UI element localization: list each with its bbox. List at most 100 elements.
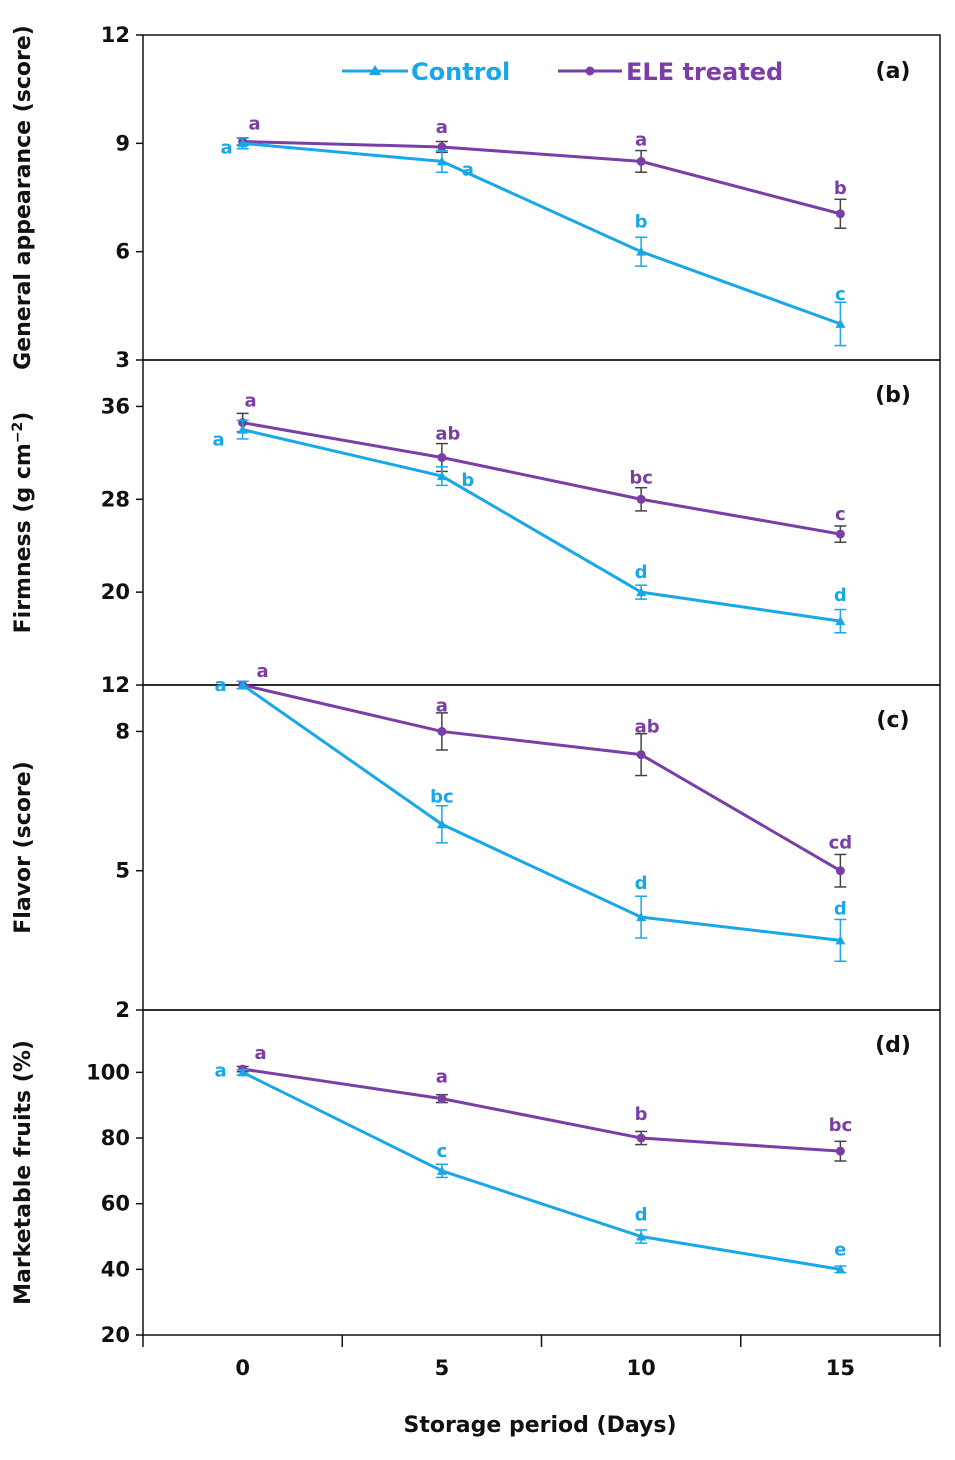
y-tick-label: 12 [101, 23, 130, 47]
series-ele-treated: a a b bc [236, 1043, 853, 1162]
significance-letter: bc [629, 467, 653, 488]
legend: Control ELE treated [342, 58, 783, 86]
y-axis-title: General appearance (score) [11, 25, 36, 370]
x-tick-label: 5 [435, 1356, 450, 1380]
data-point [636, 494, 646, 504]
significance-letter: d [635, 1205, 648, 1226]
significance-letter: d [635, 562, 648, 583]
data-point [636, 1231, 647, 1241]
significance-letter: cd [829, 833, 853, 854]
series-ele-treated: a ab bc c [236, 391, 847, 543]
data-point [636, 912, 647, 922]
data-point [437, 142, 447, 152]
y-tick-label: 20 [101, 1323, 130, 1347]
significance-letter: a [215, 1060, 227, 1081]
y-axis-title-main: Marketable fruits (%) [11, 1040, 36, 1305]
data-point [835, 1264, 846, 1274]
panel-label: (c) [876, 708, 909, 733]
significance-letter: a [255, 1043, 267, 1064]
significance-letter: bc [829, 1115, 853, 1136]
x-tick-label: 15 [826, 1356, 855, 1380]
y-axis-title-main: Flavor (score) [11, 761, 36, 934]
y-tick-label: 2 [115, 998, 130, 1022]
data-point [436, 156, 447, 166]
series-line [241, 1071, 841, 1271]
panel-label: (d) [875, 1033, 911, 1058]
panel-d: 20 40 60 80 100 Marketable fruits (%) (d) a a b bc… [11, 1009, 941, 1347]
significance-letter: d [834, 585, 847, 606]
significance-letter: a [462, 159, 474, 180]
data-point [237, 680, 248, 689]
y-tick-label: 40 [101, 1257, 130, 1281]
significance-letter: a [436, 117, 448, 138]
series-ele-treated: a a ab cd [236, 661, 853, 888]
y-axis-title-tail: ) [11, 412, 36, 422]
series-control: a bc d d [215, 675, 847, 962]
y-tick-label: 80 [101, 1126, 130, 1150]
significance-letter: d [834, 898, 847, 919]
y-axis-title: Flavor (score) [11, 761, 36, 934]
data-point [636, 156, 646, 166]
series-line [241, 683, 841, 942]
y-tick-label: 28 [101, 487, 130, 511]
data-point [835, 318, 846, 328]
significance-letter: a [249, 114, 261, 135]
y-axis-title-main: Firmness (g cm [11, 443, 36, 633]
significance-letter: c [835, 504, 846, 525]
panel-frame [142, 359, 941, 686]
y-axis-title: Firmness (g cm−2) [10, 412, 36, 634]
data-point [835, 935, 846, 945]
y-tick-label: 6 [115, 240, 130, 264]
legend-control-marker [369, 65, 381, 75]
significance-letter: a [257, 661, 269, 682]
y-tick-label: 100 [86, 1060, 130, 1084]
data-point [835, 616, 846, 626]
y-tick-label: 8 [115, 719, 130, 743]
y-tick-label: 5 [115, 859, 130, 883]
data-point [237, 138, 248, 148]
data-point [436, 819, 447, 829]
significance-letter: a [436, 695, 448, 716]
legend-ele-marker [585, 66, 595, 76]
data-point [636, 750, 646, 760]
y-tick-label: 20 [101, 580, 130, 604]
x-tick-label: 0 [235, 1356, 250, 1380]
y-axis-title-main: General appearance (score) [11, 25, 36, 370]
data-point [437, 1094, 447, 1104]
data-point [237, 1067, 248, 1077]
significance-letter: ab [635, 717, 660, 738]
legend-control-label: Control [411, 58, 510, 86]
data-point [437, 726, 447, 736]
panel-label: (b) [875, 383, 911, 408]
significance-letter: bc [430, 786, 454, 807]
y-tick-label: 36 [101, 394, 130, 418]
significance-letter: ab [435, 424, 460, 445]
significance-letter: a [215, 675, 227, 696]
significance-letter: a [635, 129, 647, 150]
series-line [242, 1067, 841, 1153]
data-point [835, 866, 845, 876]
significance-letter: d [635, 873, 648, 894]
y-axis-title: Marketable fruits (%) [11, 1040, 36, 1305]
x-axis: 0 5 10 15 [142, 1335, 941, 1380]
series-line [242, 683, 842, 873]
significance-letter: a [436, 1067, 448, 1088]
y-axis-title-superscript: −2 [10, 422, 26, 443]
significance-letter: b [635, 212, 648, 233]
series-control: ab d d [213, 419, 847, 634]
data-point [437, 453, 447, 462]
data-point [436, 471, 447, 481]
y-tick-label: 12 [101, 673, 130, 697]
significance-letter: b [635, 1104, 648, 1125]
data-point [835, 529, 845, 539]
y-tick-label: 60 [101, 1192, 130, 1216]
panel-frame [142, 684, 941, 1011]
significance-letter: c [835, 284, 846, 305]
series-ele-treated: a aab [236, 114, 847, 229]
significance-letter: c [437, 1141, 448, 1162]
y-tick-label: 9 [115, 131, 130, 155]
panel-frame [142, 34, 941, 361]
